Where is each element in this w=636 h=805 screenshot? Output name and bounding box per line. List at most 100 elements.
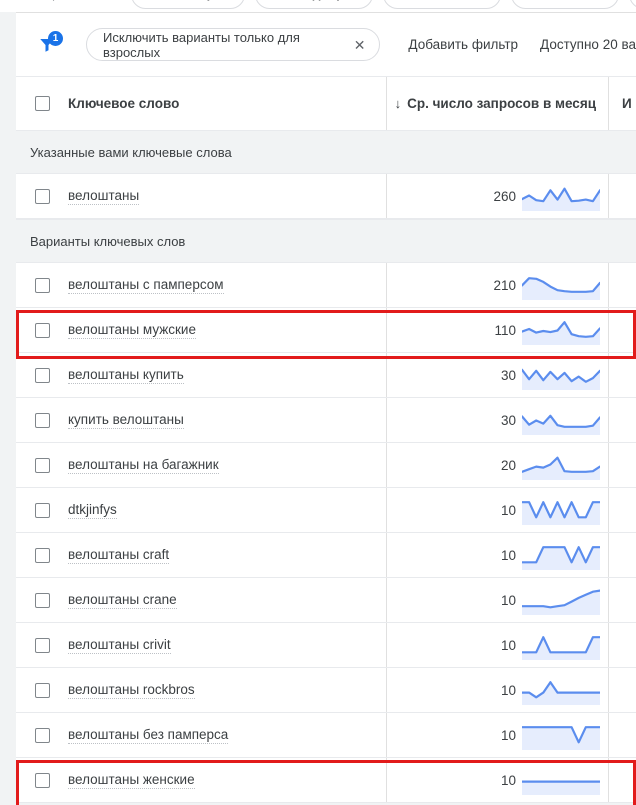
row-select-cell[interactable] bbox=[16, 457, 68, 473]
column-divider-1 bbox=[386, 353, 387, 397]
expand-search-chip-2[interactable]: + Велосайклы bbox=[382, 0, 502, 9]
volume-cell: 10 bbox=[386, 533, 608, 577]
row-checkbox[interactable] bbox=[34, 547, 50, 563]
volume-cell: 210 bbox=[386, 263, 608, 307]
row-checkbox[interactable] bbox=[34, 412, 50, 428]
column-divider-1 bbox=[386, 758, 387, 802]
row-select-cell[interactable] bbox=[16, 367, 68, 383]
row-checkbox[interactable] bbox=[34, 188, 50, 204]
column-divider-2 bbox=[608, 623, 609, 667]
column-divider-2 bbox=[608, 578, 609, 622]
row-select-cell[interactable] bbox=[16, 772, 68, 788]
select-all-cell[interactable] bbox=[16, 96, 68, 111]
table-row[interactable]: велоштаны купить 30 bbox=[16, 353, 636, 398]
table-row[interactable]: велоштаны crivit 10 bbox=[16, 623, 636, 668]
row-select-cell[interactable] bbox=[16, 682, 68, 698]
row-checkbox[interactable] bbox=[34, 502, 50, 518]
column-header-volume-label: Ср. число запросов в месяц bbox=[407, 96, 596, 111]
table-row[interactable]: велоштаны мужские 110 bbox=[16, 308, 636, 353]
column-divider-2 bbox=[608, 758, 609, 802]
active-filter-chip[interactable]: Исключить варианты только для взрослых ✕ bbox=[86, 28, 381, 61]
row-checkbox[interactable] bbox=[34, 727, 50, 743]
table-row[interactable]: dtkjinfys 10 bbox=[16, 488, 636, 533]
column-divider-1 bbox=[386, 77, 387, 130]
row-checkbox[interactable] bbox=[34, 277, 50, 293]
table-row[interactable]: велоштаны crane 10 bbox=[16, 578, 636, 623]
column-divider-2 bbox=[608, 533, 609, 577]
filter-funnel-icon[interactable]: 1 bbox=[30, 30, 64, 60]
table-row[interactable]: велоштаны с памперсом 210 bbox=[16, 263, 636, 308]
column-divider-2 bbox=[608, 263, 609, 307]
column-header-volume[interactable]: ↓ Ср. число запросов в месяц bbox=[386, 96, 608, 111]
filter-count-badge: 1 bbox=[48, 30, 63, 46]
row-checkbox[interactable] bbox=[34, 322, 50, 338]
table-body: Указанные вами ключевые слова велоштаны 26… bbox=[16, 130, 636, 803]
volume-cell: 10 bbox=[386, 488, 608, 532]
expand-search-label: Расширьте поиск: bbox=[14, 0, 117, 1]
row-checkbox[interactable] bbox=[34, 682, 50, 698]
column-divider-1 bbox=[386, 488, 387, 532]
add-filter-button[interactable]: Добавить фильтр bbox=[408, 37, 519, 52]
sort-desc-arrow-icon: ↓ bbox=[394, 96, 402, 111]
select-all-checkbox[interactable] bbox=[34, 96, 50, 111]
plus-icon: + bbox=[269, 0, 277, 2]
plus-icon: + bbox=[145, 0, 153, 2]
keyword-text: купить велоштаны bbox=[68, 411, 184, 429]
keyword-text: велоштаны женские bbox=[68, 771, 195, 789]
expand-search-chip-4[interactable]: +Велок bbox=[629, 0, 636, 9]
row-select-cell[interactable] bbox=[16, 412, 68, 428]
table-row[interactable]: купить велоштаны 30 bbox=[16, 398, 636, 443]
row-select-cell[interactable] bbox=[16, 277, 68, 293]
row-select-cell[interactable] bbox=[16, 727, 68, 743]
row-select-cell[interactable] bbox=[16, 592, 68, 608]
row-select-cell[interactable] bbox=[16, 188, 68, 204]
keyword-text: велоштаны crane bbox=[68, 591, 177, 609]
volume-value: 10 bbox=[500, 637, 516, 653]
expand-search-chip-0[interactable]: + Велошорты bbox=[130, 0, 245, 9]
table-section-title: Указанные вами ключевые слова bbox=[30, 144, 232, 160]
table-section-title: Варианты ключевых слов bbox=[30, 233, 186, 249]
expand-search-chip-1[interactable]: + Велоджерси bbox=[254, 0, 373, 9]
row-select-cell[interactable] bbox=[16, 637, 68, 653]
column-header-third[interactable]: И bbox=[622, 96, 632, 111]
table-header-row: Ключевое слово ↓ Ср. число запросов в ме… bbox=[16, 76, 636, 130]
row-select-cell[interactable] bbox=[16, 547, 68, 563]
volume-cell: 10 bbox=[386, 578, 608, 622]
volume-value: 10 bbox=[500, 592, 516, 608]
table-row[interactable]: велоштаны на багажник 20 bbox=[16, 443, 636, 488]
volume-cell: 30 bbox=[386, 353, 608, 397]
volume-cell: 10 bbox=[386, 758, 608, 802]
keyword-text: велоштаны мужские bbox=[68, 321, 196, 339]
column-divider-1 bbox=[386, 443, 387, 487]
close-icon[interactable]: ✕ bbox=[353, 36, 366, 53]
keyword-ideas-table: Ключевое слово ↓ Ср. число запросов в ме… bbox=[16, 76, 636, 805]
expand-search-chip-3[interactable]: + Велоноски bbox=[511, 0, 620, 9]
active-filter-label: Исключить варианты только для взрослых bbox=[103, 29, 300, 60]
table-row[interactable]: велоштаны craft 10 bbox=[16, 533, 636, 578]
volume-value: 210 bbox=[493, 277, 516, 293]
table-row[interactable]: велоштаны без памперса 10 bbox=[16, 713, 636, 758]
row-checkbox[interactable] bbox=[34, 457, 50, 473]
table-row[interactable]: велоштаны 260 bbox=[16, 174, 636, 219]
row-checkbox[interactable] bbox=[34, 367, 50, 383]
row-checkbox[interactable] bbox=[34, 637, 50, 653]
row-checkbox[interactable] bbox=[34, 772, 50, 788]
row-select-cell[interactable] bbox=[16, 502, 68, 518]
row-checkbox[interactable] bbox=[34, 592, 50, 608]
row-select-cell[interactable] bbox=[16, 322, 68, 338]
table-row[interactable]: велоштаны rockbros 10 bbox=[16, 668, 636, 713]
column-divider-1 bbox=[386, 578, 387, 622]
expand-search-chips-strip: Расширьте поиск: +Велошорты +Велоджерси +В… bbox=[0, 0, 636, 12]
table-row[interactable]: велоштаны женские 10 bbox=[16, 758, 636, 803]
volume-value: 10 bbox=[500, 772, 516, 788]
availability-note: Доступно 20 ва bbox=[540, 37, 636, 52]
keyword-text: велоштаны bbox=[68, 187, 140, 205]
filter-bar: 1 Исключить варианты только для взрослых… bbox=[16, 12, 636, 76]
volume-cell: 10 bbox=[386, 668, 608, 712]
keyword-text: велоштаны купить bbox=[68, 366, 184, 384]
volume-cell: 30 bbox=[386, 398, 608, 442]
column-divider-1 bbox=[386, 308, 387, 352]
volume-value: 110 bbox=[494, 322, 516, 338]
column-header-keyword[interactable]: Ключевое слово bbox=[68, 96, 180, 111]
